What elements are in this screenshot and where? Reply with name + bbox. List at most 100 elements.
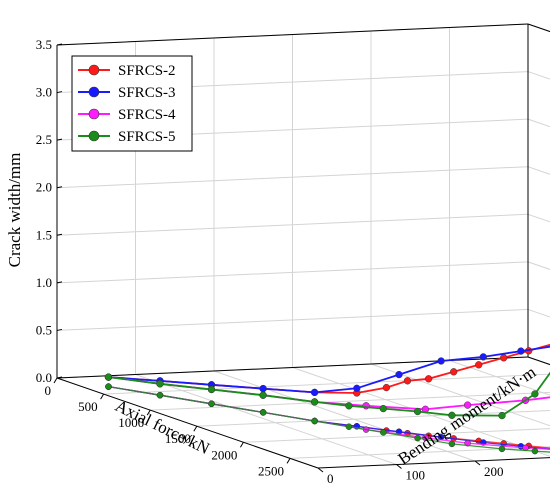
series-4-point-0 <box>104 373 113 381</box>
z-tick-label-0: 0.0 <box>36 370 52 385</box>
series-4-point-9 <box>498 411 506 420</box>
gridline-side-z-5 <box>527 118 550 128</box>
series-4-floor-point-4 <box>311 417 318 425</box>
x-tick-label-3: 1500 <box>165 431 191 446</box>
y-tick-2 <box>474 460 481 466</box>
legend-marker-2 <box>88 86 100 98</box>
series-4-point-4 <box>310 398 319 406</box>
z-tick-label-1: 0.5 <box>36 322 52 337</box>
legend: SFRCS-2 SFRCS-3 SFRCS-4 SFRCS-5 <box>71 55 193 152</box>
z-tick-1 <box>56 328 63 331</box>
series-4-point-3 <box>259 391 267 399</box>
y-tick-label-0: 0 <box>327 471 334 486</box>
z-tick-4 <box>56 186 63 189</box>
y-tick-label-2: 200 <box>484 464 504 479</box>
axis-frame-edge-8 <box>527 23 550 33</box>
z-tick-label-2: 1.0 <box>36 275 52 290</box>
gridline-floor-y-2 <box>213 370 476 462</box>
x-tick-3 <box>193 425 198 432</box>
series-1-line <box>108 343 550 394</box>
series-1-point-6 <box>382 383 391 392</box>
series-4-floor-point-9 <box>498 445 506 453</box>
series-4-floor-point-7 <box>414 434 421 442</box>
y-tick-0 <box>317 467 324 473</box>
series-4-floor-point-3 <box>259 409 267 416</box>
z-tick-label-5: 2.5 <box>36 132 52 147</box>
z-tick-3 <box>56 233 63 236</box>
series-1-point-10 <box>475 361 483 369</box>
z-tick-label-6: 3.0 <box>36 85 52 100</box>
series-4-floor-point-10 <box>531 447 539 455</box>
x-tick-4 <box>239 442 244 448</box>
y-tick-label-1: 100 <box>406 468 426 483</box>
z-axis-title: Crack width/mm <box>5 153 24 268</box>
x-tick-0 <box>53 377 58 384</box>
series-3-line <box>108 376 550 411</box>
z-tick-label-7: 3.5 <box>36 37 52 52</box>
series-2-point-3 <box>259 384 267 393</box>
series-4-floor-point-5 <box>345 423 353 430</box>
series-4-floor-point-8 <box>448 440 456 448</box>
series-1-point-7 <box>403 377 412 385</box>
legend-label-1: SFRCS-2 <box>118 63 176 79</box>
series-2-point-6 <box>395 370 403 379</box>
z-tick-2 <box>56 281 63 284</box>
gridline-side-z-4 <box>527 166 550 175</box>
series-4-floor-point-0 <box>105 383 112 390</box>
legend-label-4: SFRCS-5 <box>118 129 176 145</box>
series-4-floor-point-2 <box>208 400 215 408</box>
z-tick-7 <box>56 43 63 46</box>
gridline-side-z-1 <box>527 308 550 318</box>
axis-frame-edge-0 <box>56 377 319 469</box>
legend-item-1: SFRCS-2 <box>78 63 176 79</box>
z-tick-0 <box>56 376 63 379</box>
legend-item-3: SFRCS-4 <box>78 107 176 123</box>
series-2-point-8 <box>479 353 487 361</box>
legend-item-4: SFRCS-5 <box>78 129 176 145</box>
gridline-floor-y-5 <box>449 360 550 396</box>
axis-frame-edge-7 <box>56 23 529 46</box>
y-tick-1 <box>396 464 402 469</box>
x-tick-label-0: 0 <box>45 383 52 398</box>
series-1-point-9 <box>450 368 458 376</box>
z-tick-6 <box>56 91 63 94</box>
series-3-point-7 <box>463 401 472 409</box>
legend-marker-4 <box>88 130 100 142</box>
series-2-point-4 <box>310 388 319 397</box>
gridline-side-z-3 <box>527 213 550 223</box>
series-4-floor-point-6 <box>380 429 387 436</box>
series-1 <box>104 343 550 450</box>
series-2-point-9 <box>517 347 525 355</box>
gridline-side-z-2 <box>527 261 550 270</box>
x-tick-5 <box>286 458 291 464</box>
series-2-point-5 <box>353 384 361 392</box>
series-4-point-10 <box>531 390 539 398</box>
series-4-floor-point-1 <box>156 391 164 399</box>
series-4 <box>104 371 550 455</box>
legend-item-2: SFRCS-3 <box>78 85 176 101</box>
series-layer <box>104 343 550 455</box>
legend-marker-1 <box>88 64 100 76</box>
series-4-point-7 <box>413 407 422 416</box>
z-tick-5 <box>56 138 63 141</box>
x-tick-label-2: 1000 <box>118 415 144 430</box>
series-4-point-1 <box>156 380 164 388</box>
series-2-line <box>108 345 550 394</box>
gridline-floor-y-4 <box>370 363 550 427</box>
legend-label-3: SFRCS-4 <box>118 107 176 123</box>
x-tick-label-4: 2000 <box>211 447 237 462</box>
x-tick-label-1: 500 <box>78 399 98 414</box>
gridline-side-z-6 <box>527 71 550 80</box>
gridline-side-z-7 <box>527 23 550 33</box>
series-1-point-8 <box>424 375 433 383</box>
series-4-point-6 <box>379 404 387 413</box>
series-1-point-11 <box>500 354 508 362</box>
legend-marker-3 <box>88 108 100 120</box>
series-4-point-5 <box>345 402 353 410</box>
x-tick-label-5: 2500 <box>258 463 284 478</box>
axes-layer: 0.00.51.01.52.02.53.03.50500100015002000… <box>36 23 550 486</box>
z-tick-label-4: 2.0 <box>36 180 52 195</box>
legend-label-2: SFRCS-3 <box>118 85 176 101</box>
